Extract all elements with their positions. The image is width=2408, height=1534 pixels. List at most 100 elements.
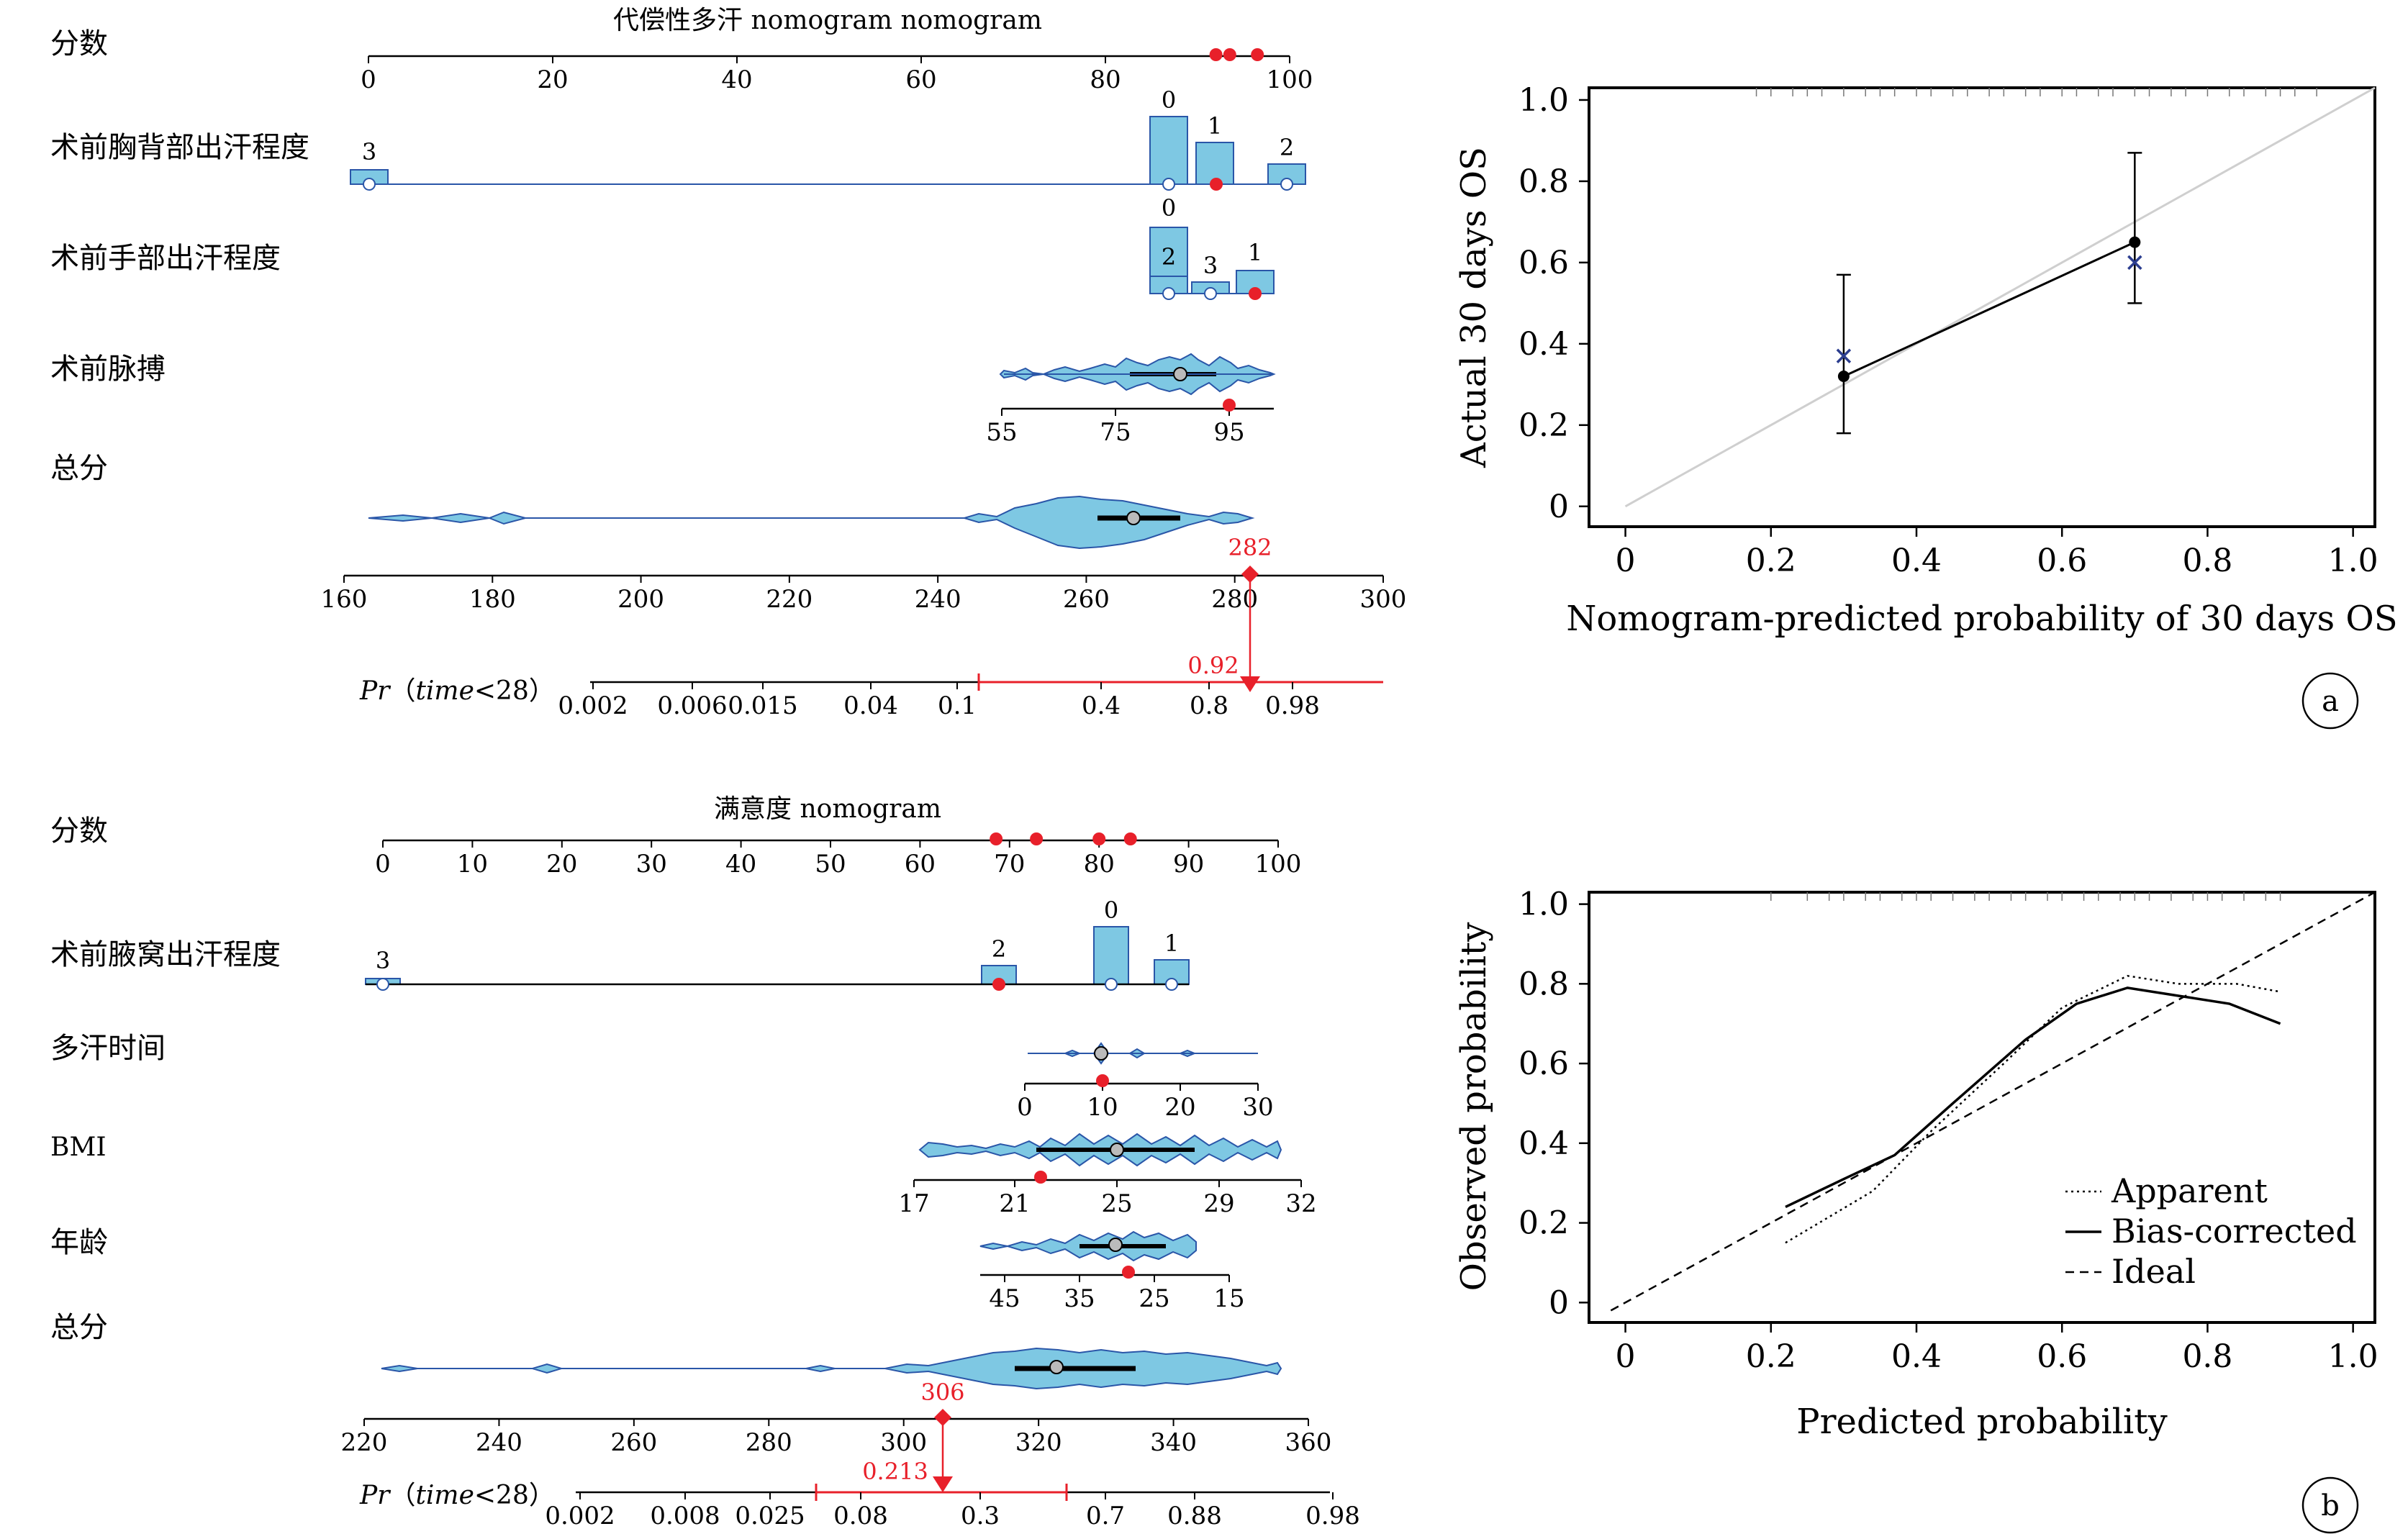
x-tick-label: 0 bbox=[1616, 1338, 1636, 1375]
tick-label: 0.4 bbox=[1082, 691, 1121, 720]
bottom-age-label: 年龄 bbox=[50, 1226, 108, 1259]
tick-label: 0.3 bbox=[961, 1502, 1000, 1530]
bottom-total-label: 总分 bbox=[50, 1311, 108, 1344]
nomogram-top: 代偿性多汗 nomogram nomogram 分数 0 20 40 60 80 100 … bbox=[50, 6, 1406, 720]
top-points-red-dots bbox=[1209, 48, 1264, 61]
top-total-violin bbox=[368, 495, 1255, 550]
observed-point bbox=[2129, 236, 2141, 248]
points-red-dot bbox=[1092, 832, 1106, 845]
points-red-dot bbox=[1030, 832, 1044, 845]
tick-label: 220 bbox=[766, 585, 813, 614]
x-tick-label: 0.4 bbox=[1891, 1338, 1942, 1375]
top-pulse-ticks: 55 75 95 bbox=[986, 409, 1245, 447]
chest-cat-label-1: 1 bbox=[1208, 112, 1222, 140]
tick-label: 40 bbox=[725, 850, 756, 879]
tick-label: 80 bbox=[1084, 850, 1115, 879]
x-tick-label: 0.8 bbox=[2182, 543, 2232, 579]
panel-a-ylabel: Actual 30 days OS bbox=[1454, 147, 1494, 468]
axilla-bar-0 bbox=[1093, 926, 1129, 985]
bmi-selected-dot bbox=[1034, 1171, 1047, 1184]
axilla-marker-3 bbox=[376, 978, 389, 991]
bottom-total-violin-shape bbox=[381, 1347, 1282, 1390]
axilla-bar-2 bbox=[981, 965, 1017, 985]
tick-label: 240 bbox=[476, 1428, 522, 1457]
top-hand-bars: 0 2 3 1 bbox=[1149, 194, 1275, 300]
observed-point bbox=[1837, 371, 1850, 383]
hand-marker-3 bbox=[1204, 287, 1217, 300]
tick-label: 17 bbox=[898, 1189, 929, 1218]
panel-b-xlabel: Predicted probability bbox=[1796, 1402, 2167, 1442]
top-pr-value: 0.92 bbox=[1187, 652, 1239, 679]
tick-label: 260 bbox=[1063, 585, 1110, 614]
x-tick-label: 0.2 bbox=[1746, 1338, 1796, 1375]
hand-cat-label-1: 1 bbox=[1248, 239, 1262, 266]
tick-label: 160 bbox=[321, 585, 368, 614]
y-tick-label: 1.0 bbox=[1518, 886, 1569, 923]
tick-label: 75 bbox=[1100, 418, 1131, 447]
series-solid-line bbox=[1785, 986, 2281, 1209]
panel-a-frame bbox=[1588, 86, 2376, 528]
bottom-pr-value: 0.213 bbox=[862, 1458, 928, 1485]
chest-cat-label-0: 0 bbox=[1162, 86, 1176, 114]
bottom-points-ticks: 0 10 20 30 40 50 60 70 80 90 100 bbox=[375, 840, 1301, 879]
tick-label: 40 bbox=[721, 65, 752, 94]
tick-label: 55 bbox=[986, 418, 1017, 447]
x-tick-label: 0.6 bbox=[2037, 543, 2087, 579]
x-tick-label: 1.0 bbox=[2328, 1338, 2378, 1375]
top-pr-label-open: （ bbox=[389, 676, 415, 706]
top-chest-bars: 3 0 1 2 bbox=[350, 86, 1306, 191]
tick-label: 95 bbox=[1213, 418, 1244, 447]
tick-label: 29 bbox=[1203, 1189, 1234, 1218]
top-pulse-violin bbox=[999, 353, 1276, 396]
y-tick-label: 0.8 bbox=[1518, 966, 1569, 1002]
total-median-dot bbox=[1126, 511, 1141, 525]
tick-label: 0.002 bbox=[545, 1502, 615, 1530]
tick-label: 25 bbox=[1139, 1284, 1169, 1313]
calibration-panel-a: 0 0.2 0.4 0.6 0.8 1.0 0 0.2 0.4 0.6 0.8 1.0 Nomogra… bbox=[1454, 82, 2398, 730]
top-pr-label-prefix: Pr bbox=[359, 676, 391, 706]
y-tick-label: 0.4 bbox=[1518, 1125, 1569, 1162]
top-pr-arrow bbox=[1240, 676, 1260, 692]
tick-label: 32 bbox=[1285, 1189, 1316, 1218]
top-total-value: 282 bbox=[1228, 534, 1272, 561]
tick-label: 0.1 bbox=[938, 691, 977, 720]
tick-label: 0.015 bbox=[728, 691, 797, 720]
bottom-points-red-dots bbox=[990, 832, 1137, 845]
tick-label: 20 bbox=[546, 850, 577, 879]
calibration-panel-b: 0 0.2 0.4 0.6 0.8 1.0 0 0.2 0.4 0.6 0.8 1.0 Apparent… bbox=[1454, 886, 2378, 1534]
hand-marker-0 bbox=[1162, 287, 1175, 300]
bmi-median-dot bbox=[1110, 1143, 1124, 1157]
top-points-ticks: 0 20 40 60 80 100 bbox=[361, 56, 1313, 94]
tick-label: 0 bbox=[375, 850, 391, 879]
bottom-pr-label-prefix: Pr bbox=[359, 1481, 391, 1510]
x-tick-label: 0.6 bbox=[2037, 1338, 2087, 1375]
tick-label: 10 bbox=[457, 850, 488, 879]
tick-label: 280 bbox=[1211, 585, 1258, 614]
nomogram-bottom-title: 满意度 nomogram bbox=[714, 794, 941, 824]
bottom-total-ticks: 220 240 260 280 300 320 340 360 bbox=[341, 1419, 1331, 1457]
y-tick-label: 0.2 bbox=[1518, 1205, 1569, 1242]
tick-label: 320 bbox=[1015, 1428, 1062, 1457]
y-tick-label: 0 bbox=[1549, 489, 1569, 525]
tick-label: 0 bbox=[361, 65, 376, 94]
chest-marker-0 bbox=[1162, 178, 1175, 191]
chest-marker-1-selected bbox=[1210, 178, 1223, 191]
hand-cat-label-3: 3 bbox=[1203, 252, 1218, 279]
tick-label: 30 bbox=[1242, 1093, 1273, 1122]
pulse-selected-dot bbox=[1223, 399, 1236, 412]
bias-corrected-cross bbox=[2127, 255, 2142, 271]
bottom-total-median-dot bbox=[1049, 1360, 1064, 1374]
tick-label: 220 bbox=[341, 1428, 388, 1457]
points-red-dot bbox=[990, 832, 1003, 845]
axilla-marker-2-selected bbox=[992, 978, 1005, 991]
top-pr-label: Pr（time<28） bbox=[359, 676, 555, 706]
hand-bar-0 bbox=[1149, 227, 1188, 294]
x-tick-label: 0.2 bbox=[1746, 543, 1796, 579]
y-tick-label: 0.6 bbox=[1518, 1045, 1569, 1082]
duration-median-dot bbox=[1094, 1046, 1108, 1061]
legend-label: Apparent bbox=[2111, 1171, 2268, 1210]
total-violin-shape bbox=[368, 495, 1255, 550]
x-tick-label: 0.4 bbox=[1891, 543, 1942, 579]
hand-cat-label-0: 0 bbox=[1162, 194, 1176, 222]
